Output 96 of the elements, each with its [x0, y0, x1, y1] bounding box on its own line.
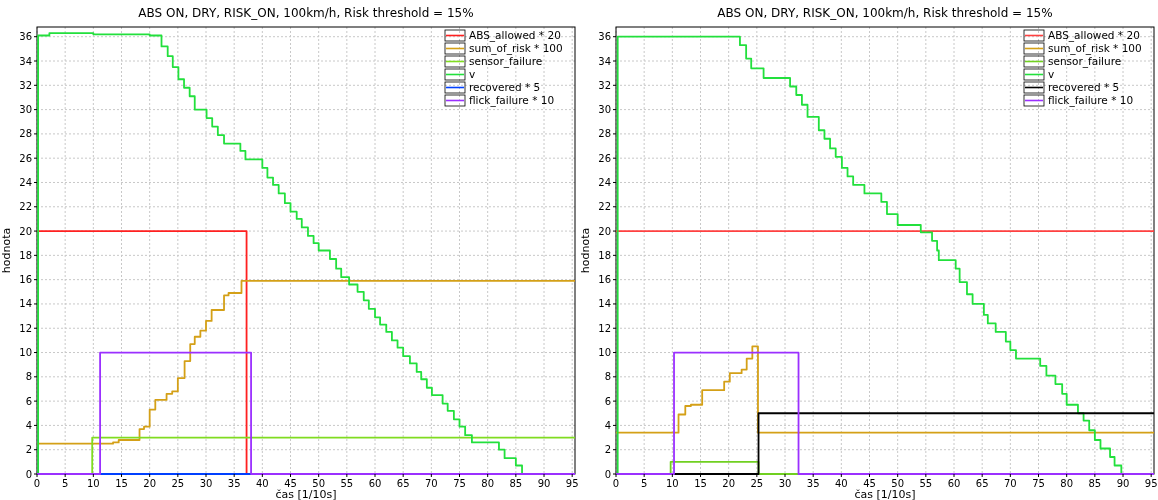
legend-label: flick_failure * 10 [1048, 94, 1134, 107]
y-tick-label: 28 [19, 128, 32, 140]
legend-label: recovered * 5 [1048, 81, 1120, 93]
x-tick-label: 15 [115, 478, 128, 489]
y-tick-label: 14 [19, 298, 32, 310]
x-tick-label: 40 [834, 478, 848, 489]
y-tick-label: 24 [19, 176, 32, 188]
y-tick-label: 18 [598, 249, 611, 261]
y-axis-title: hodnota [579, 227, 592, 274]
x-tick-label: 5 [61, 478, 69, 489]
y-tick-label: 30 [19, 104, 32, 116]
y-tick-label: 36 [19, 31, 32, 43]
x-tick-label: 15 [694, 478, 707, 489]
x-tick-label: 10 [86, 478, 100, 489]
y-tick-label: 26 [19, 152, 32, 164]
x-tick-label: 30 [199, 478, 213, 489]
x-tick-label: 35 [806, 478, 820, 489]
x-tick-label: 45 [863, 478, 876, 489]
y-tick-label: 34 [19, 55, 32, 67]
x-tick-label: 25 [171, 478, 185, 489]
y-tick-label: 32 [19, 79, 32, 91]
x-tick-label: 85 [1088, 478, 1102, 489]
y-tick-label: 36 [598, 31, 611, 43]
y-tick-label: 34 [598, 55, 611, 67]
y-tick-label: 28 [598, 128, 611, 140]
y-tick-label: 22 [598, 201, 611, 213]
x-tick-label: 75 [1032, 478, 1045, 489]
y-tick-label: 30 [598, 104, 611, 116]
legend-label: sum_of_risk * 100 [1048, 42, 1142, 55]
y-tick-label: 24 [598, 176, 611, 188]
y-tick-label: 6 [25, 395, 32, 407]
y-tick-label: 16 [19, 274, 32, 286]
legend-label: v [469, 68, 476, 80]
y-tick-label: 20 [598, 225, 611, 237]
y-tick-label: 10 [19, 347, 32, 359]
x-tick-label: 65 [975, 478, 989, 489]
y-tick-label: 4 [25, 419, 32, 431]
y-tick-label: 16 [598, 274, 611, 286]
x-tick-label: 90 [537, 478, 551, 489]
x-tick-label: 65 [396, 478, 410, 489]
x-tick-label: 30 [778, 478, 792, 489]
x-tick-label: 0 [612, 478, 620, 489]
y-tick-label: 8 [604, 371, 611, 383]
y-tick-label: 10 [598, 347, 611, 359]
x-tick-label: 55 [340, 478, 354, 489]
y-tick-label: 26 [598, 152, 611, 164]
x-tick-label: 95 [565, 478, 579, 489]
x-tick-label: 75 [453, 478, 466, 489]
x-tick-label: 50 [891, 478, 905, 489]
x-tick-label: 10 [665, 478, 679, 489]
chart-title: ABS ON, DRY, RISK_ON, 100km/h, Risk threshold = 15% [138, 6, 474, 20]
legend-label: ABS_allowed * 20 [469, 29, 561, 42]
x-tick-label: 95 [1144, 478, 1158, 489]
y-tick-label: 22 [19, 201, 32, 213]
x-tick-label: 45 [284, 478, 297, 489]
y-tick-label: 20 [19, 225, 32, 237]
x-tick-label: 70 [1003, 478, 1017, 489]
x-tick-label: 80 [481, 478, 495, 489]
y-tick-label: 14 [598, 298, 611, 310]
y-tick-label: 18 [19, 249, 32, 261]
legend-label: sensor_failure [1048, 55, 1122, 68]
x-tick-label: 90 [1116, 478, 1130, 489]
y-tick-label: 12 [19, 322, 32, 334]
x-tick-label: 25 [750, 478, 764, 489]
y-tick-label: 12 [598, 322, 611, 334]
x-axis-title: čas [1/10s] [275, 488, 337, 500]
y-axis-title: hodnota [0, 227, 13, 274]
x-tick-label: 5 [640, 478, 648, 489]
x-tick-label: 60 [368, 478, 382, 489]
legend-label: sensor_failure [469, 55, 543, 68]
x-tick-label: 80 [1060, 478, 1074, 489]
legend-label: recovered * 5 [469, 81, 541, 93]
x-tick-label: 55 [919, 478, 933, 489]
x-tick-label: 0 [33, 478, 41, 489]
x-tick-label: 50 [312, 478, 326, 489]
legend-label: sum_of_risk * 100 [469, 42, 563, 55]
x-tick-label: 60 [947, 478, 961, 489]
y-tick-label: 32 [598, 79, 611, 91]
y-tick-label: 6 [604, 395, 611, 407]
x-tick-label: 40 [255, 478, 269, 489]
x-axis-title: čas [1/10s] [854, 488, 916, 500]
legend-label: flick_failure * 10 [469, 94, 555, 107]
y-tick-label: 0 [25, 468, 32, 480]
y-tick-label: 8 [25, 371, 32, 383]
legend-label: ABS_allowed * 20 [1048, 29, 1140, 42]
x-tick-label: 85 [509, 478, 523, 489]
y-tick-label: 4 [604, 419, 611, 431]
chart-title: ABS ON, DRY, RISK_ON, 100km/h, Risk threshold = 15% [717, 6, 1053, 20]
y-tick-label: 2 [25, 444, 32, 456]
legend-label: v [1048, 68, 1055, 80]
x-tick-label: 20 [143, 478, 157, 489]
x-tick-label: 20 [722, 478, 736, 489]
x-tick-label: 35 [227, 478, 241, 489]
x-tick-label: 70 [424, 478, 438, 489]
y-tick-label: 0 [604, 468, 611, 480]
y-tick-label: 2 [604, 444, 611, 456]
